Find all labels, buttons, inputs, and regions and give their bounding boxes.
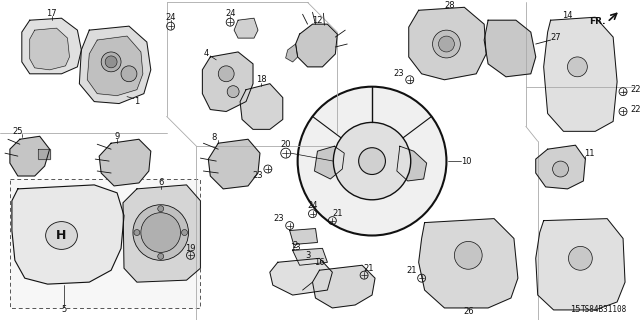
Polygon shape [536,219,625,310]
Polygon shape [202,52,253,111]
Text: 26: 26 [463,308,474,316]
Circle shape [433,30,460,58]
Text: 21: 21 [406,266,417,275]
Text: 22: 22 [630,105,640,114]
Text: 22: 22 [630,85,640,94]
Polygon shape [22,18,81,74]
Polygon shape [209,139,260,189]
Text: 2: 2 [292,241,298,250]
Polygon shape [314,146,344,179]
Text: 13: 13 [291,243,301,252]
Text: 23: 23 [252,172,263,180]
Text: 8: 8 [212,133,217,142]
Text: 12: 12 [312,16,323,25]
Circle shape [105,56,117,68]
Text: H: H [56,229,67,242]
Polygon shape [296,24,337,67]
Text: 23: 23 [273,214,284,223]
Polygon shape [290,228,317,244]
Text: 3: 3 [305,251,310,260]
Polygon shape [240,84,283,129]
Circle shape [182,229,188,236]
Text: 23: 23 [393,69,404,78]
Polygon shape [312,265,375,308]
Circle shape [333,123,411,200]
Circle shape [298,87,447,236]
Text: 9: 9 [115,132,120,141]
Text: 25: 25 [13,127,23,136]
Circle shape [454,242,482,269]
Circle shape [141,213,180,252]
Text: 24: 24 [225,9,236,18]
Text: 15: 15 [570,305,580,315]
Polygon shape [419,219,518,308]
Polygon shape [10,136,50,176]
Polygon shape [234,18,258,38]
Text: 20: 20 [280,140,291,149]
Ellipse shape [45,222,77,249]
Text: 27: 27 [550,33,561,42]
Circle shape [568,246,592,270]
Circle shape [568,57,588,77]
Polygon shape [292,248,328,265]
Text: 5: 5 [62,305,67,315]
Text: 28: 28 [444,1,455,10]
Polygon shape [409,7,486,80]
Circle shape [133,205,189,260]
Polygon shape [38,149,50,159]
Text: 18: 18 [255,75,266,84]
Text: 19: 19 [185,244,196,253]
Circle shape [101,52,121,72]
Polygon shape [79,26,151,104]
Polygon shape [12,185,124,284]
Text: 17: 17 [46,9,57,18]
Text: 11: 11 [584,149,595,158]
Circle shape [227,86,239,98]
Circle shape [552,161,568,177]
Circle shape [218,66,234,82]
Polygon shape [99,139,151,186]
Polygon shape [536,145,586,189]
Polygon shape [484,20,536,77]
Text: 21: 21 [364,264,374,273]
Polygon shape [270,258,332,295]
Polygon shape [30,28,70,70]
Text: 24: 24 [165,13,176,22]
Text: 24: 24 [307,201,318,210]
Text: TS84B31108: TS84B31108 [580,305,627,314]
Polygon shape [285,44,298,62]
Text: 1: 1 [134,97,140,106]
Polygon shape [543,17,617,131]
Polygon shape [397,146,427,181]
Circle shape [134,229,140,236]
Circle shape [358,148,385,174]
Circle shape [121,66,137,82]
Text: 4: 4 [204,50,209,59]
Bar [10,179,200,308]
Polygon shape [87,36,143,96]
Circle shape [157,206,164,212]
Text: 10: 10 [461,156,472,165]
Text: FR.: FR. [589,17,605,26]
Text: 14: 14 [562,11,573,20]
Text: 6: 6 [158,179,163,188]
Circle shape [438,36,454,52]
Text: 21: 21 [332,209,342,218]
Polygon shape [123,185,200,282]
Text: 16: 16 [314,258,324,267]
Circle shape [157,253,164,259]
